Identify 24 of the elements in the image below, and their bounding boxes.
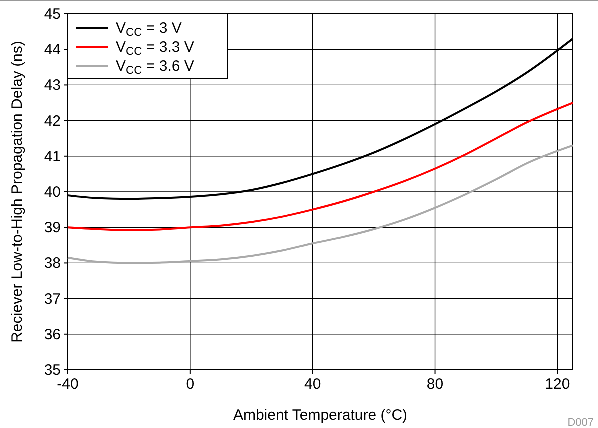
y-tick-label: 43 bbox=[44, 77, 61, 94]
x-tick-label: 0 bbox=[186, 376, 195, 393]
x-tick-label: 120 bbox=[545, 376, 570, 393]
x-tick-label: 80 bbox=[426, 376, 444, 393]
line-series bbox=[67, 144, 574, 264]
y-axis-title: Reciever Low-to-High Propagation Delay (ns) bbox=[9, 41, 26, 343]
legend-label: V$_{CC}$ = 3.6 V bbox=[116, 58, 194, 77]
y-tick-label: 36 bbox=[44, 326, 61, 344]
y-tick-label: 39 bbox=[44, 220, 61, 237]
y-tick-label: 40 bbox=[44, 184, 61, 201]
y-tick-label: 42 bbox=[44, 112, 61, 130]
y-tick-label: 37 bbox=[44, 290, 61, 308]
y-tick-label: 35 bbox=[44, 362, 61, 379]
y-tick-label: 38 bbox=[44, 255, 61, 272]
x-axis-title: Ambient Temperature (°C) bbox=[233, 407, 408, 424]
legend-label: V$_{CC}$ = 3.3 V bbox=[116, 39, 194, 58]
x-tick-label: 40 bbox=[304, 376, 322, 393]
y-tick-label: 44 bbox=[44, 42, 61, 59]
line-series bbox=[67, 102, 574, 232]
y-tick-label: 45 bbox=[44, 6, 61, 23]
x-tick-label: -40 bbox=[57, 376, 79, 393]
y-tick-label: 41 bbox=[44, 148, 61, 166]
legend-label: V$_{CC}$ = 3 V bbox=[116, 20, 182, 39]
text: D007 bbox=[568, 417, 594, 428]
